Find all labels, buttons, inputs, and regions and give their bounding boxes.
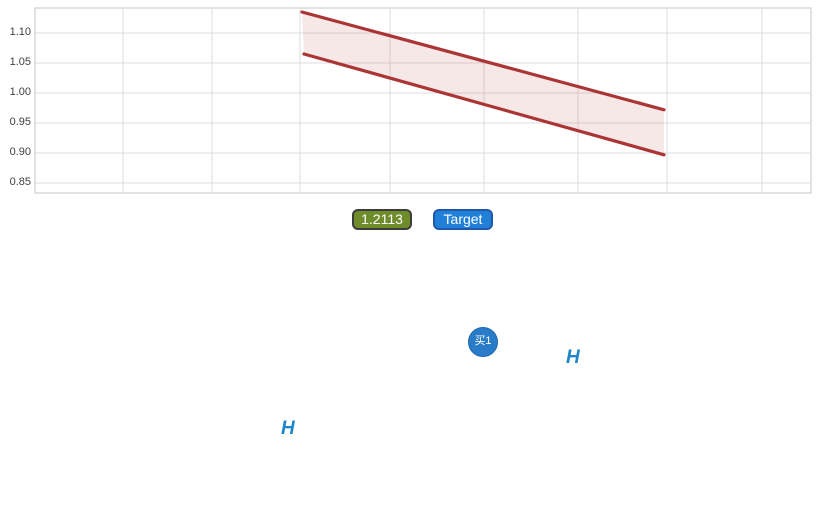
channel-fill (302, 12, 664, 155)
y-axis-tick: 0.90 (9, 146, 31, 158)
panel-pattern-overview (34, 7, 812, 194)
y-axis-tick: 0.95 (9, 116, 31, 128)
buy-signal-badge[interactable]: 买1 (468, 327, 498, 357)
y-axis-tick: 1.05 (9, 56, 31, 68)
y-axis-tick: 0.85 (9, 176, 31, 188)
y-axis-tick: 1.10 (9, 26, 31, 38)
channel-lower-line (302, 52, 666, 157)
panel-border (34, 7, 812, 194)
height-label-h1: H (281, 418, 295, 439)
target-label-box[interactable]: Target (433, 209, 493, 230)
y-axis-tick: 1.00 (9, 86, 31, 98)
channel-upper-line (300, 10, 666, 112)
height-label-h2: H (566, 347, 580, 368)
measured-move-value-box[interactable]: 1.2113 (352, 209, 412, 230)
